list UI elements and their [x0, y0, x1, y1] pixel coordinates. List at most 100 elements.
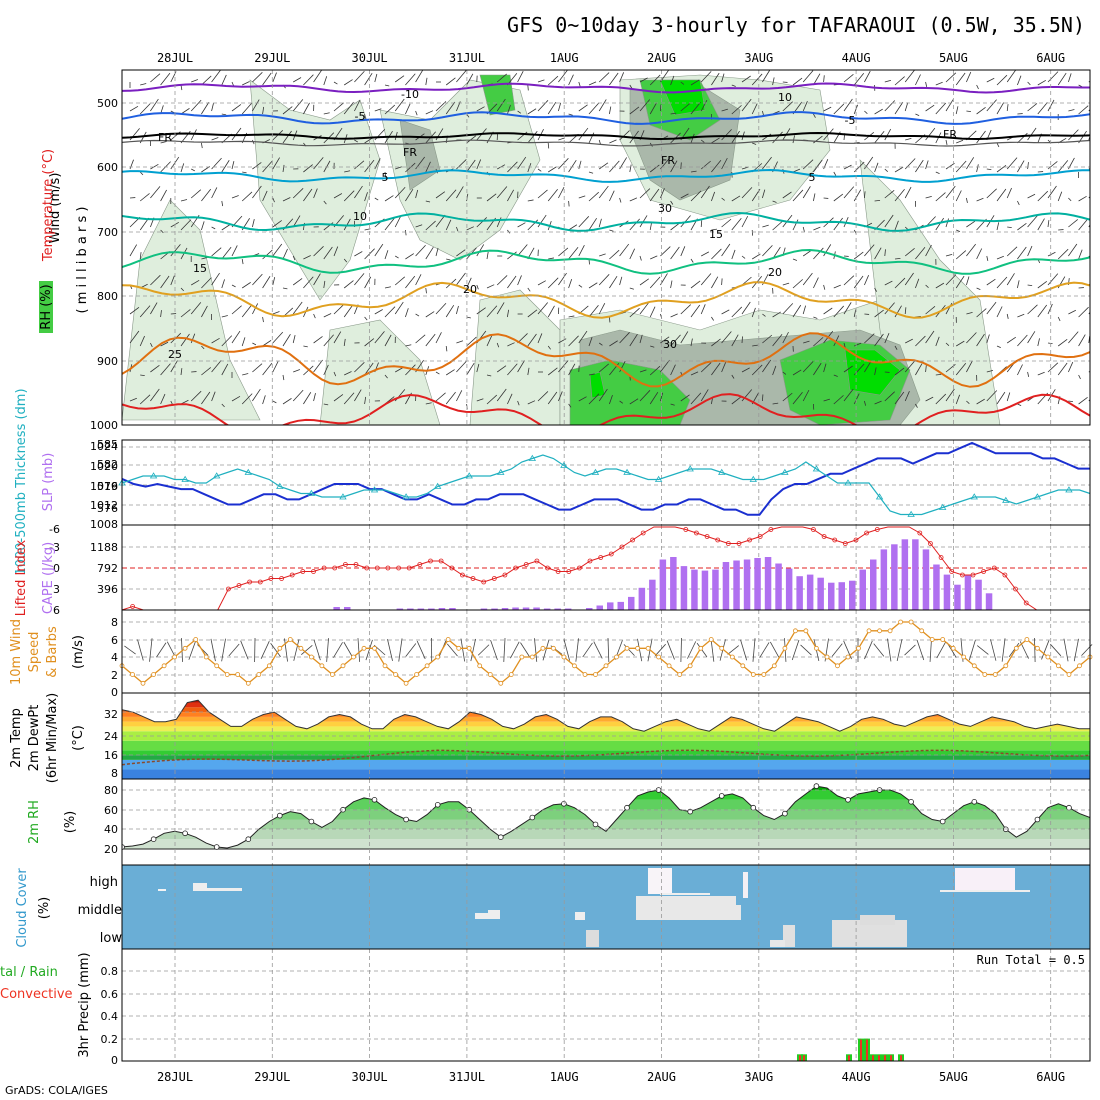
upper-wind-barb [191, 79, 199, 83]
upper-wind-barb [690, 392, 702, 405]
precip-bar-convective [799, 1055, 801, 1061]
upper-wind-barb [272, 157, 280, 170]
cape-bar [417, 608, 425, 610]
credit-label: GrADS: COLA/IGES [5, 1084, 108, 1097]
lifted-index-marker [821, 534, 827, 539]
upper-wind-barb [1037, 79, 1046, 86]
upper-wind-barb [252, 363, 263, 373]
upper-wind-barb [384, 84, 390, 87]
upper-wind-barb [425, 402, 432, 405]
lifted-index-marker [736, 541, 742, 546]
cloud-block [575, 912, 585, 920]
upper-wind-barb [966, 197, 968, 203]
upper-wind-barb [527, 108, 537, 115]
left-axis-labels: Wind (m/s) Temperature (°C) RH (%) ( m i… [0, 149, 92, 1058]
wind10-marker [1056, 663, 1061, 669]
wind10-barb [1081, 644, 1093, 656]
rh-marker [750, 804, 757, 811]
upper-wind-barb [792, 369, 802, 376]
upper-wind-barb [1037, 371, 1045, 376]
upper-wind-barb [843, 186, 855, 199]
upper-wind-barb [252, 72, 263, 83]
upper-wind-barb [384, 195, 394, 202]
wind10-marker [308, 654, 314, 660]
upper-wind-barb [374, 197, 379, 201]
lifted-index-marker [385, 565, 391, 571]
cape-bar [428, 608, 435, 610]
upper-wind-barb [955, 72, 966, 86]
y-tick-label: 40 [104, 823, 118, 836]
upper-wind-barb [456, 305, 459, 315]
wind10-barb [1034, 638, 1036, 662]
upper-wind-barb [782, 371, 787, 375]
upper-wind-barb [1078, 306, 1089, 318]
upper-wind-barb [935, 192, 946, 202]
upper-wind-barb [711, 276, 719, 289]
upper-wind-barb [1037, 280, 1048, 289]
upper-wind-barb [690, 371, 699, 376]
thickness-marker [749, 475, 758, 482]
upper-wind-barb [445, 391, 456, 405]
upper-wind-barb [629, 218, 641, 231]
upper-wind-barb [700, 185, 710, 199]
temp2m-ylabel-3: (6hr Min/Max) [45, 693, 60, 783]
lifted-index-marker [225, 586, 231, 592]
upper-wind-barb [374, 108, 382, 112]
upper-wind-barb [221, 200, 224, 207]
upper-wind-barb [598, 139, 601, 145]
upper-wind-barb [558, 338, 567, 344]
lifted-index-marker [481, 579, 487, 585]
y-tick-label: 60 [104, 804, 118, 817]
upper-wind-barb [915, 113, 920, 117]
upper-wind-barb [966, 360, 973, 373]
upper-wind-barb [598, 99, 607, 112]
upper-wind-barb [231, 330, 241, 344]
wind10-barb [904, 644, 916, 656]
upper-wind-barb [660, 359, 670, 373]
upper-wind-barb [772, 311, 782, 318]
upper-wind-barb [731, 249, 736, 260]
wind10-marker [992, 672, 998, 677]
upper-wind-barb [864, 244, 875, 257]
upper-wind-barb [292, 278, 303, 286]
upper-wind-barb [609, 106, 612, 115]
temp2m-ylabel-2: 2m DewPt [27, 705, 42, 772]
cape-bar [649, 579, 656, 610]
lifted-index-marker [683, 527, 689, 532]
upper-wind-barb [833, 335, 840, 347]
upper-wind-barb [201, 188, 212, 202]
upper-wind-barb [1037, 218, 1045, 231]
wind10-barb [887, 638, 892, 662]
temp-contour [122, 82, 1090, 94]
upper-wind-barb [598, 162, 609, 170]
lifted-index-marker [364, 565, 370, 571]
upper-wind-barb [394, 301, 404, 315]
upper-wind-barb [1017, 334, 1028, 347]
upper-wind-barb [792, 392, 803, 405]
upper-wind-barb [731, 396, 742, 405]
upper-wind-barb [231, 284, 236, 288]
date-label-bottom: 2AUG [647, 1070, 676, 1084]
upper-wind-barb [241, 258, 244, 265]
temp-contour [122, 111, 1090, 125]
upper-wind-barb [333, 102, 344, 112]
upper-wind-barb [629, 164, 632, 173]
wind10-marker [750, 672, 756, 677]
upper-wind-barb [201, 345, 205, 350]
upper-wind-barb [354, 70, 365, 83]
upper-wind-barb [955, 340, 965, 347]
upper-wind-barb [466, 135, 477, 144]
cape-bar [743, 559, 751, 610]
upper-wind-barb [904, 247, 915, 257]
wind10-barb [446, 643, 458, 657]
upper-wind-barb [139, 335, 145, 347]
cloud-block [743, 872, 748, 898]
upper-wind-barb [313, 273, 321, 286]
upper-wind-barb [272, 220, 282, 228]
upper-wind-barb [374, 309, 383, 315]
upper-wind-barb [874, 309, 884, 318]
upper-wind-barb [221, 335, 233, 347]
lifted-index-marker [991, 565, 997, 571]
upper-wind-barb [670, 280, 673, 289]
cape-bar [764, 557, 772, 610]
